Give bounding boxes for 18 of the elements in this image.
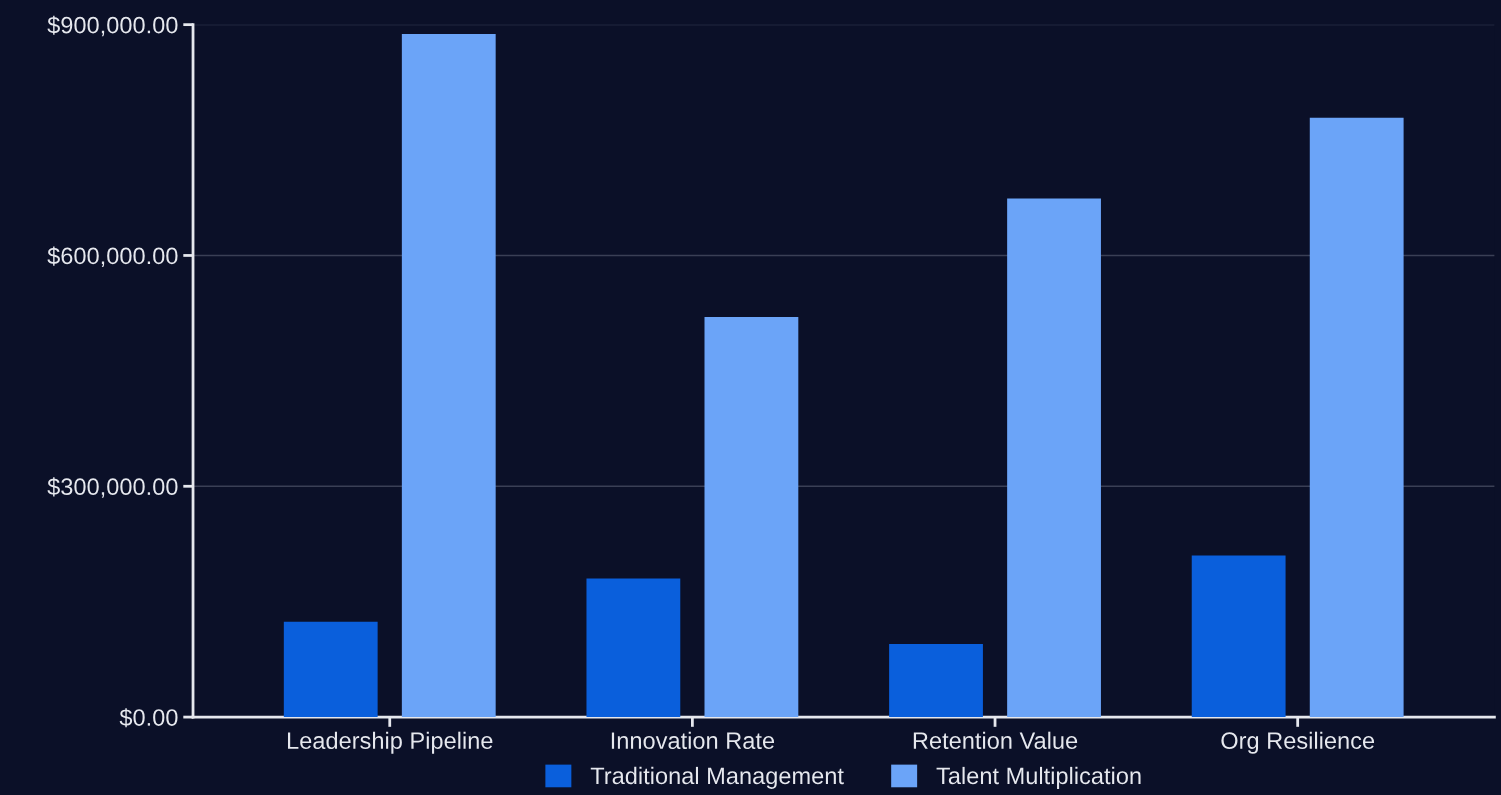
bar <box>1007 198 1101 718</box>
x-tick-label: Retention Value <box>913 731 1078 750</box>
y-tick-label: $0.00 <box>119 708 178 728</box>
bar <box>283 621 378 718</box>
bar <box>704 317 799 718</box>
y-tick-label: $600,000.00 <box>47 246 178 268</box>
bar <box>1191 555 1286 718</box>
x-tick-label: Org Resilience <box>1221 731 1375 754</box>
x-tick-label: Innovation Rate <box>611 731 775 750</box>
x-tick-label: Leadership Pipeline <box>287 731 493 754</box>
bar <box>889 644 983 718</box>
bar <box>1309 117 1404 718</box>
y-tick-label: $900,000.00 <box>47 15 178 37</box>
y-tick-label: $300,000.00 <box>47 477 178 498</box>
bar <box>401 33 496 718</box>
bar <box>586 578 681 718</box>
legend-label: Talent Multiplication <box>936 766 1141 789</box>
legend-label: Traditional Management <box>590 766 844 789</box>
